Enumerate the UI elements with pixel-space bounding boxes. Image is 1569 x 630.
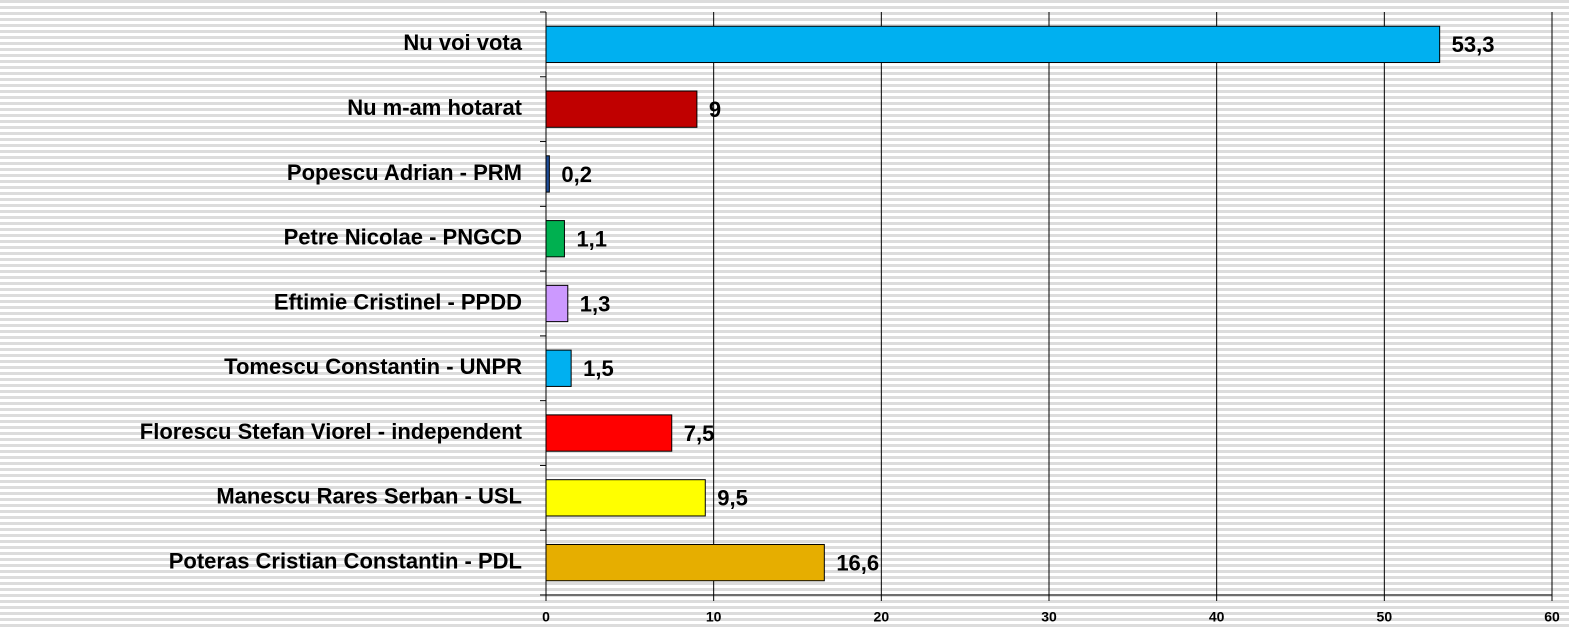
x-tick-label: 10 [706, 609, 722, 625]
bar [545, 479, 706, 517]
x-tick-label: 20 [874, 609, 890, 625]
value-label: 1,5 [583, 356, 614, 381]
bar [545, 414, 673, 452]
y-tick-label: Florescu Stefan Viorel - independent [140, 419, 523, 444]
value-label: 7,5 [684, 421, 715, 446]
bar [545, 220, 565, 258]
value-label: 1,1 [576, 227, 607, 252]
y-tick-label: Eftimie Cristinel - PPDD [274, 289, 522, 314]
x-tick-label: 40 [1209, 609, 1225, 625]
x-tick-label: 50 [1377, 609, 1393, 625]
value-label: 16,6 [836, 550, 879, 575]
y-tick-label: Manescu Rares Serban - USL [216, 484, 522, 509]
value-label: 1,3 [580, 291, 611, 316]
y-tick-label: Poteras Cristian Constantin - PDL [169, 548, 522, 573]
bar [545, 90, 698, 128]
x-tick-label: 0 [542, 609, 550, 625]
bar [545, 155, 550, 193]
value-label: 53,3 [1452, 32, 1495, 57]
bar [545, 349, 572, 387]
value-label: 9 [709, 97, 721, 122]
y-tick-label: Popescu Adrian - PRM [287, 160, 522, 185]
bar [545, 543, 825, 582]
y-tick-label: Nu m-am hotarat [347, 95, 522, 120]
bar [545, 25, 1441, 64]
bar [545, 284, 569, 323]
value-label: 0,2 [561, 162, 592, 187]
x-tick-label: 60 [1544, 609, 1560, 625]
y-tick-label: Petre Nicolae - PNGCD [284, 225, 522, 250]
x-tick-label: 30 [1041, 609, 1057, 625]
y-tick-label: Tomescu Constantin - UNPR [224, 354, 522, 379]
y-tick-label: Nu voi vota [403, 30, 522, 55]
value-label: 9,5 [717, 486, 748, 511]
